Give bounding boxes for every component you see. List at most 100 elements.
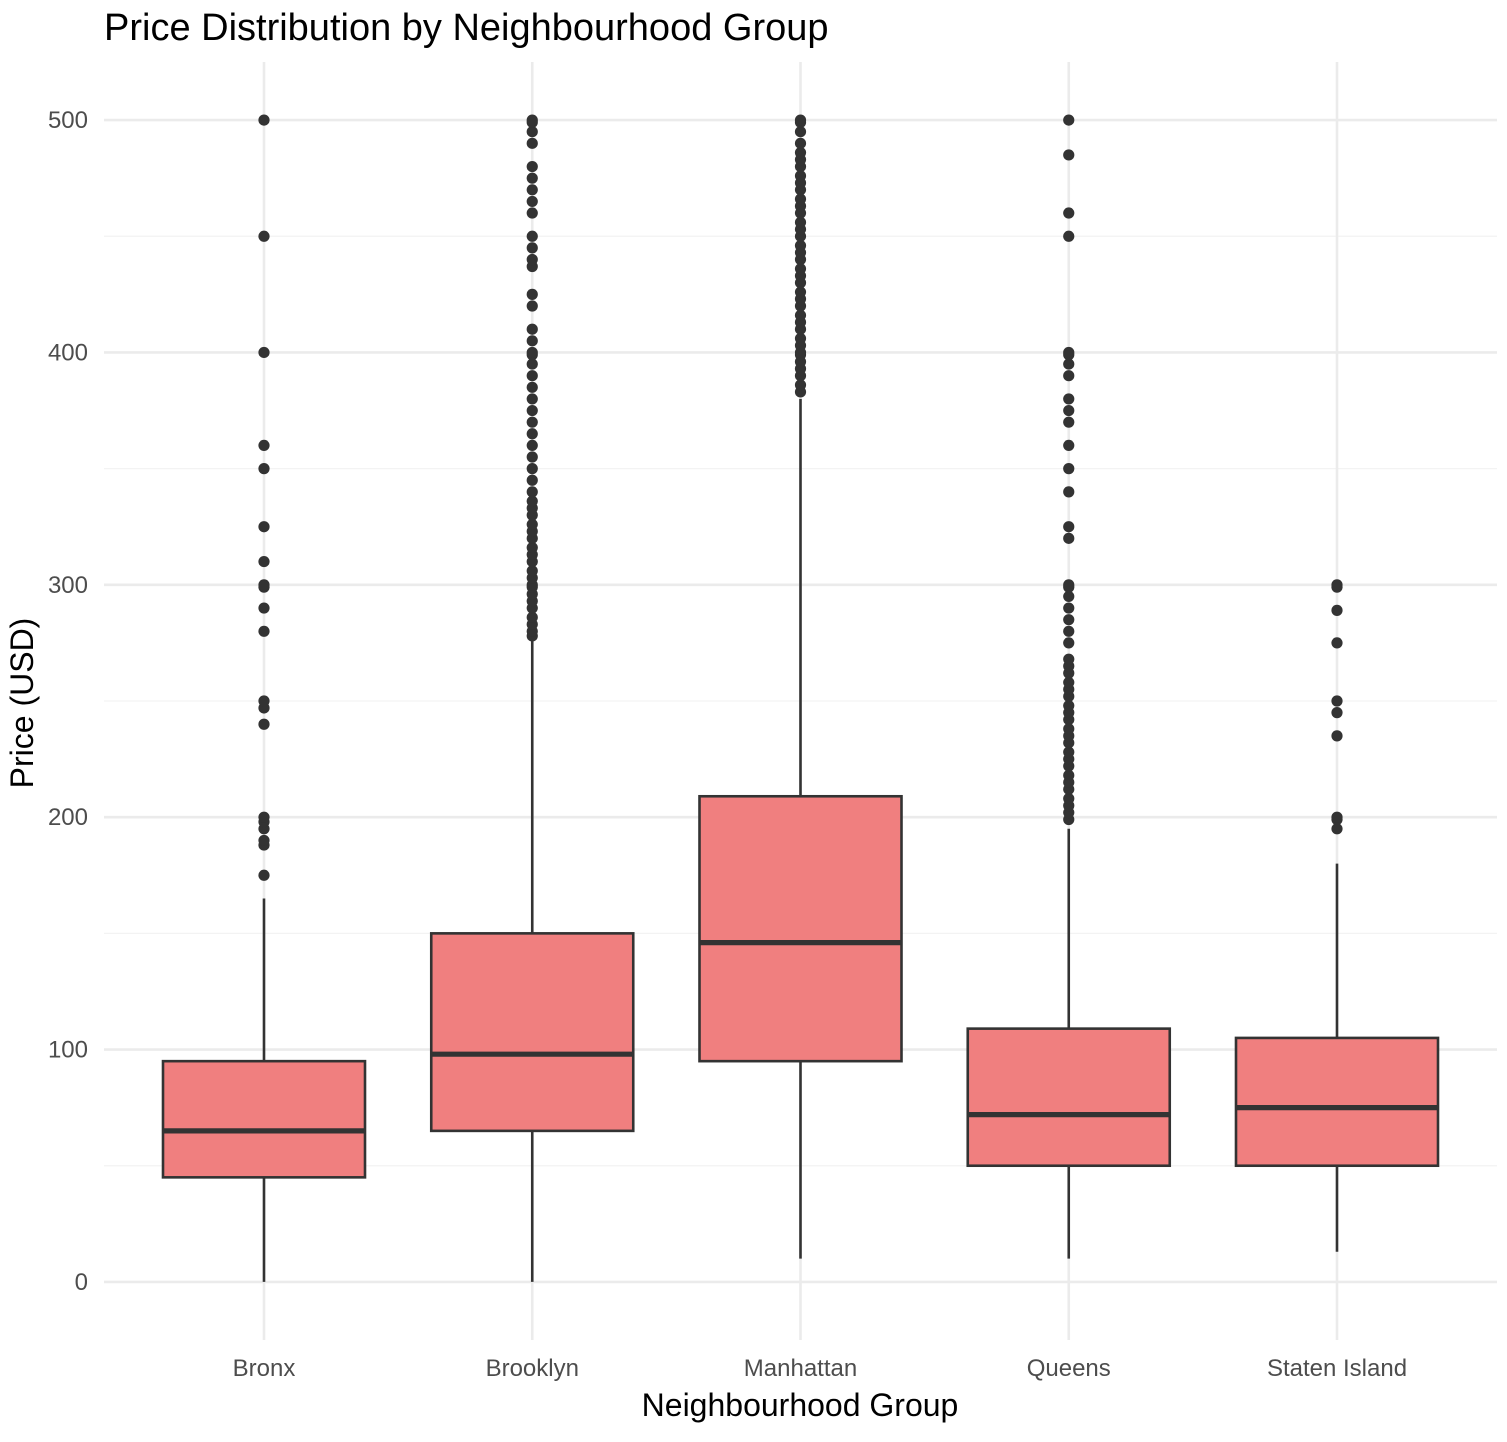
outlier-point xyxy=(526,486,538,498)
outlier-point xyxy=(794,170,807,182)
box-group xyxy=(698,114,903,1259)
outlier-point xyxy=(526,451,538,463)
outlier-point xyxy=(794,286,807,298)
iqr-box xyxy=(1234,1036,1440,1168)
x-axis-title: Neighbourhood Group xyxy=(642,1387,959,1423)
x-tick-label: Staten Island xyxy=(1267,1355,1407,1382)
outlier-point xyxy=(526,230,538,242)
outlier-point xyxy=(1331,823,1343,835)
outlier-point xyxy=(526,114,538,126)
box-group xyxy=(1234,579,1440,1252)
outlier-point xyxy=(526,253,538,266)
outlier-point xyxy=(258,579,270,591)
outlier-point xyxy=(1331,695,1343,707)
y-tick-label: 0 xyxy=(75,1269,88,1296)
outlier-point xyxy=(794,379,807,391)
outlier-point xyxy=(526,300,538,312)
outlier-point xyxy=(258,869,270,881)
box-group xyxy=(161,114,367,1282)
outlier-point xyxy=(526,126,538,138)
outlier-point xyxy=(258,602,270,614)
outlier-point xyxy=(1331,604,1343,616)
outlier-point xyxy=(258,521,270,533)
outlier-point xyxy=(526,137,538,149)
outlier-point xyxy=(258,114,270,126)
outlier-point xyxy=(258,625,270,637)
outlier-point xyxy=(1063,463,1075,475)
outlier-point xyxy=(794,309,807,321)
outlier-point xyxy=(1063,590,1075,603)
outlier-point xyxy=(526,565,538,577)
outlier-point xyxy=(258,695,270,707)
y-tick-label: 100 xyxy=(48,1037,88,1064)
outlier-point xyxy=(1063,625,1075,637)
outlier-point xyxy=(1063,769,1075,781)
y-axis-title: Price (USD) xyxy=(4,618,40,789)
outlier-point xyxy=(1063,602,1075,614)
outlier-point xyxy=(526,495,538,507)
x-tick-label: Queens xyxy=(1027,1355,1111,1382)
iqr-box xyxy=(698,794,903,1063)
outlier-point xyxy=(526,370,538,382)
outlier-point xyxy=(1063,404,1075,417)
outlier-point xyxy=(526,288,538,300)
outlier-point xyxy=(1063,792,1075,805)
outlier-point xyxy=(1063,207,1075,219)
outlier-point xyxy=(1063,700,1075,712)
iqr-box xyxy=(966,1027,1172,1168)
outlier-point xyxy=(1331,730,1343,742)
outlier-point xyxy=(1063,149,1075,161)
y-tick-label: 200 xyxy=(48,804,88,831)
outlier-point xyxy=(794,147,807,159)
outlier-point xyxy=(1063,637,1075,649)
outlier-point xyxy=(526,404,538,417)
outlier-point xyxy=(526,323,538,335)
chart-title: Price Distribution by Neighbourhood Grou… xyxy=(104,7,829,49)
outlier-point xyxy=(794,137,807,149)
outlier-point xyxy=(1331,811,1343,823)
outlier-point xyxy=(258,439,270,451)
iqr-box xyxy=(429,932,635,1133)
outlier-point xyxy=(526,242,538,254)
y-tick-label: 400 xyxy=(48,339,88,366)
outlier-point xyxy=(526,416,538,428)
outlier-point xyxy=(1063,393,1075,405)
outlier-point xyxy=(258,555,270,568)
box-group xyxy=(966,114,1172,1259)
outlier-point xyxy=(258,346,270,359)
outlier-point xyxy=(526,542,538,554)
outlier-point xyxy=(1063,676,1075,689)
x-tick-label: Bronx xyxy=(233,1355,296,1382)
outlier-point xyxy=(794,114,807,126)
outlier-point xyxy=(526,160,538,173)
outlier-point xyxy=(1063,653,1075,665)
outlier-point xyxy=(1063,230,1075,242)
y-tick-label: 500 xyxy=(48,107,88,134)
outlier-point xyxy=(1063,521,1075,533)
outlier-point xyxy=(1063,723,1075,735)
outlier-point xyxy=(526,439,538,451)
iqr-box xyxy=(161,1059,367,1179)
outlier-point xyxy=(1063,746,1075,758)
outlier-point xyxy=(258,230,270,242)
outlier-point xyxy=(526,184,538,196)
outlier-point xyxy=(526,346,538,359)
outlier-point xyxy=(1331,707,1343,719)
y-tick-label: 300 xyxy=(48,572,88,599)
outlier-point xyxy=(1063,114,1075,126)
x-tick-label: Manhattan xyxy=(744,1355,857,1382)
box-group xyxy=(429,114,635,1282)
outlier-point xyxy=(526,172,538,184)
outlier-point xyxy=(258,463,270,475)
outlier-point xyxy=(1063,416,1075,428)
outlier-point xyxy=(794,263,807,275)
outlier-point xyxy=(1063,346,1075,359)
outlier-point xyxy=(526,207,538,219)
outlier-point xyxy=(1063,579,1075,591)
outlier-point xyxy=(1063,439,1075,451)
outlier-point xyxy=(526,335,538,347)
outlier-point xyxy=(1063,486,1075,498)
outlier-point xyxy=(526,381,538,393)
outlier-point xyxy=(1063,614,1075,626)
